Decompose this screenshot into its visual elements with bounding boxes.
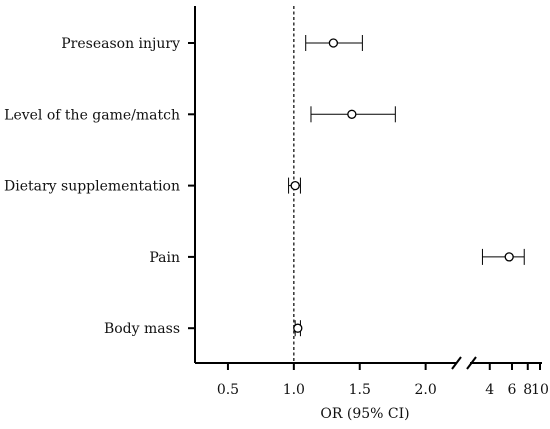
x-tick-label: 10	[531, 382, 549, 398]
forest-row: Level of the game/match	[4, 106, 396, 123]
forest-row: Body mass	[104, 320, 303, 337]
x-tick-label: 8	[523, 382, 532, 398]
or-point	[347, 109, 357, 119]
row-label: Pain	[149, 250, 180, 266]
row-label: Level of the game/match	[4, 107, 180, 123]
x-axis-title: OR (95% CI)	[320, 406, 409, 422]
row-label: Dietary supplementation	[4, 179, 180, 195]
forest-row: Dietary supplementation	[4, 177, 301, 195]
axes	[194, 6, 542, 370]
x-tick-label: 4	[485, 382, 494, 398]
x-tick-label: 1.5	[349, 382, 371, 398]
row-label: Body mass	[104, 321, 180, 337]
row-label: Preseason injury	[61, 36, 180, 52]
or-point	[504, 252, 514, 262]
x-tick-label: 2.0	[415, 382, 437, 398]
x-tick-label: 6	[508, 382, 517, 398]
forest-row: Pain	[149, 248, 525, 266]
x-tick-label: 0.5	[217, 382, 239, 398]
axis-break-mark	[466, 356, 477, 370]
or-point	[293, 323, 303, 333]
or-point	[328, 38, 339, 48]
or-point	[290, 180, 300, 191]
x-ticks: 0.5 1.0 1.5 2.0 4 6 810	[217, 363, 549, 398]
forest-row: Preseason injury	[61, 35, 363, 52]
axis-break-mark	[451, 356, 462, 370]
rows: Preseason injury Level of the game/match D…	[4, 35, 525, 337]
x-tick-label: 1.0	[283, 382, 305, 398]
